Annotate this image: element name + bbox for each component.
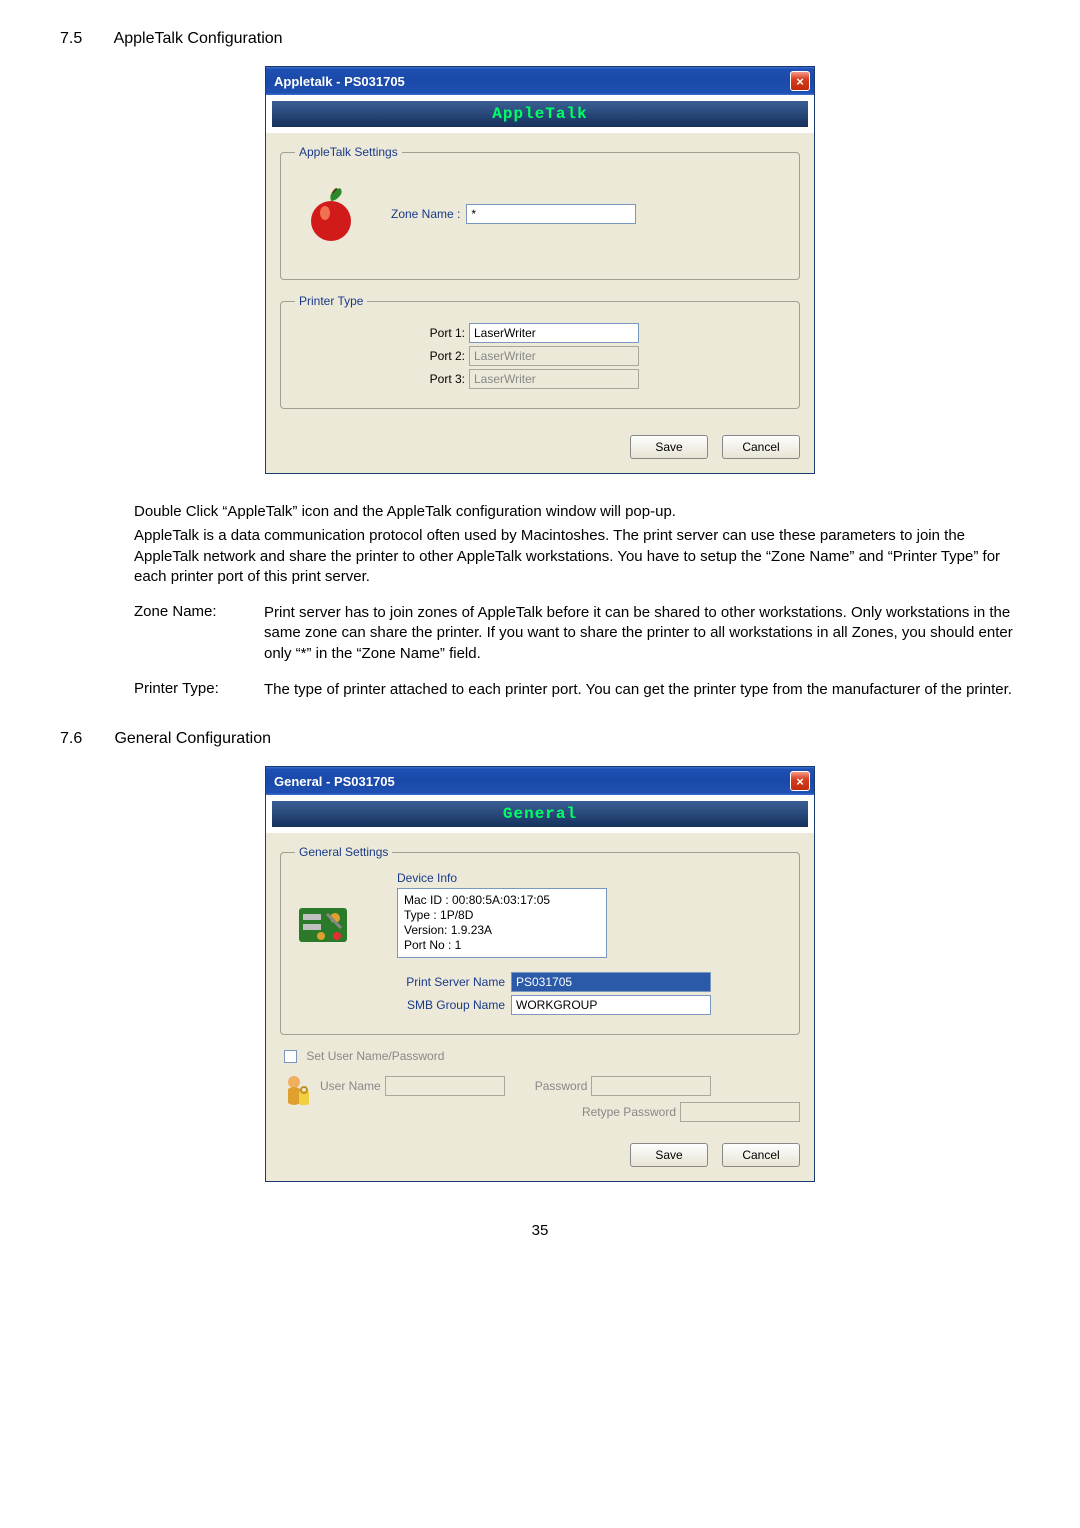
def-zone: Zone Name: Print server has to join zone… (134, 603, 1020, 664)
titlebar: General - PS031705 × (266, 767, 814, 795)
dialog-title: General - PS031705 (274, 774, 395, 789)
smb-label: SMB Group Name (385, 998, 505, 1012)
port3-label: Port 3: (415, 372, 465, 386)
device-icon (295, 899, 353, 949)
legend-general: General Settings (295, 845, 392, 859)
def-type-body: The type of printer attached to each pri… (264, 680, 1020, 700)
section-title: AppleTalk Configuration (114, 30, 283, 47)
appletalk-dialog: Appletalk - PS031705 × AppleTalk AppleTa… (265, 66, 815, 474)
save-button[interactable]: Save (630, 1143, 708, 1167)
zone-name-label: Zone Name : (391, 207, 460, 221)
close-icon[interactable]: × (790, 771, 810, 791)
titlebar: Appletalk - PS031705 × (266, 67, 814, 95)
ver-line: Version: 1.9.23A (404, 923, 600, 938)
appletalk-settings-group: AppleTalk Settings Zone Name : (280, 145, 800, 280)
smb-input[interactable] (511, 995, 711, 1015)
section-title: General Configuration (114, 730, 271, 747)
save-button[interactable]: Save (630, 435, 708, 459)
section-num: 7.5 (60, 30, 110, 48)
cancel-button[interactable]: Cancel (722, 435, 800, 459)
legend-appletalk: AppleTalk Settings (295, 145, 402, 159)
device-info-box: Mac ID : 00:80:5A:03:17:05 Type : 1P/8D … (397, 888, 607, 958)
retype-password-input (680, 1102, 800, 1122)
cancel-button[interactable]: Cancel (722, 1143, 800, 1167)
mac-line: Mac ID : 00:80:5A:03:17:05 (404, 893, 600, 908)
section-heading-75: 7.5 AppleTalk Configuration (60, 30, 1020, 48)
user-name-label: User Name (320, 1079, 381, 1093)
ps-name-label: Print Server Name (385, 975, 505, 989)
para-2: AppleTalk is a data communication protoc… (134, 526, 1020, 587)
password-input (591, 1076, 711, 1096)
close-icon[interactable]: × (790, 71, 810, 91)
port2-input (469, 346, 639, 366)
retype-password-label: Retype Password (582, 1105, 676, 1119)
password-label: Password (535, 1079, 588, 1093)
type-line: Type : 1P/8D (404, 908, 600, 923)
apple-icon (301, 179, 361, 249)
port3-input (469, 369, 639, 389)
page-number: 35 (60, 1222, 1020, 1239)
port-line: Port No : 1 (404, 938, 600, 953)
para-1: Double Click “AppleTalk” icon and the Ap… (134, 502, 1020, 522)
section-heading-76: 7.6 General Configuration (60, 730, 1020, 748)
legend-printer-type: Printer Type (295, 294, 367, 308)
printer-type-group: Printer Type Port 1: Port 2: Port 3: (280, 294, 800, 409)
set-user-checkbox[interactable] (284, 1050, 297, 1063)
def-zone-body: Print server has to join zones of AppleT… (264, 603, 1020, 664)
banner-text: General (272, 801, 808, 827)
def-type: Printer Type: The type of printer attach… (134, 680, 1020, 700)
zone-name-input[interactable] (466, 204, 636, 224)
dialog-title: Appletalk - PS031705 (274, 74, 405, 89)
banner: General (266, 795, 814, 833)
general-dialog: General - PS031705 × General General Set… (265, 766, 815, 1182)
banner: AppleTalk (266, 95, 814, 133)
set-user-label: Set User Name/Password (306, 1049, 444, 1063)
port1-label: Port 1: (415, 326, 465, 340)
def-zone-term: Zone Name: (134, 603, 264, 664)
user-icon (280, 1073, 314, 1107)
section-num: 7.6 (60, 730, 110, 748)
user-name-input (385, 1076, 505, 1096)
port2-label: Port 2: (415, 349, 465, 363)
general-settings-group: General Settings (280, 845, 800, 1035)
def-type-term: Printer Type: (134, 680, 264, 700)
port1-input[interactable] (469, 323, 639, 343)
banner-text: AppleTalk (272, 101, 808, 127)
ps-name-input[interactable] (511, 972, 711, 992)
device-info-label: Device Info (397, 871, 785, 885)
